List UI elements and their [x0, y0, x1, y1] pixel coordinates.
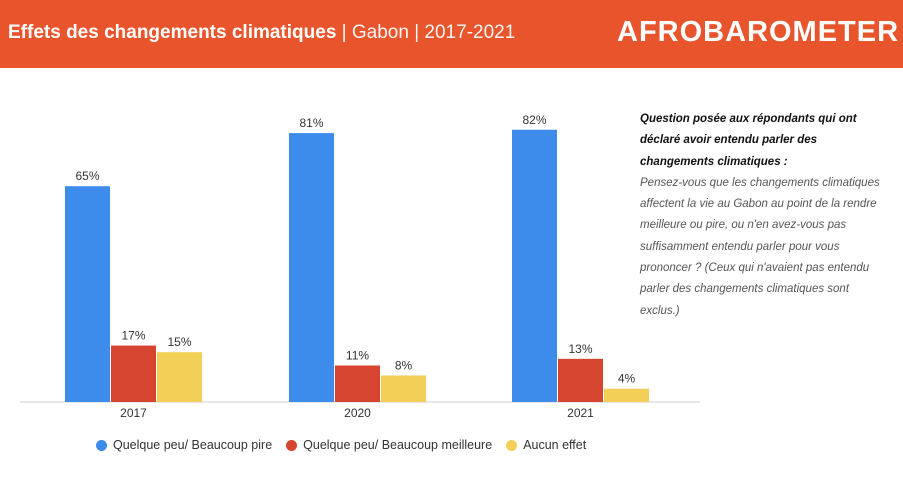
data-label: 13% — [568, 342, 592, 356]
x-tick-label: 2020 — [344, 406, 371, 420]
legend-label: Aucun effet — [523, 438, 587, 452]
bar — [157, 352, 202, 402]
x-tick-label: 2017 — [120, 406, 147, 420]
chart-legend: Quelque peu/ Beaucoup pire Quelque peu/ B… — [96, 438, 586, 452]
legend-swatch — [286, 439, 298, 451]
data-label: 82% — [522, 113, 546, 127]
bar — [381, 375, 426, 402]
data-label: 17% — [121, 329, 145, 343]
data-label: 81% — [299, 116, 323, 130]
data-label: 11% — [346, 348, 369, 362]
data-label: 65% — [75, 169, 99, 183]
bar — [335, 365, 380, 402]
data-label: 8% — [395, 358, 413, 372]
data-label: 15% — [167, 335, 191, 349]
legend-item: Aucun effet — [506, 438, 586, 452]
bar — [289, 133, 334, 402]
bar — [558, 358, 603, 402]
title-subtitle: | Gabon | 2017-2021 — [336, 22, 516, 43]
title-main: Effets des changements climatiques — [8, 22, 337, 43]
header-banner: Effets des changements climatiques | Gab… — [0, 0, 903, 68]
question-body: Pensez-vous que les changements climatiq… — [640, 176, 880, 317]
legend-swatch — [506, 439, 518, 451]
data-label: 4% — [618, 372, 636, 386]
question-note: Question posée aux répondants qui ont dé… — [640, 109, 890, 322]
legend-item: Quelque peu/ Beaucoup pire — [96, 438, 272, 452]
x-tick-label: 2021 — [567, 406, 594, 420]
legend-swatch — [96, 439, 107, 451]
page-title: Effets des changements climatiques | Gab… — [8, 22, 515, 44]
legend-label: Quelque peu/ Beaucoup meilleure — [303, 438, 493, 452]
bar — [604, 388, 649, 402]
bar — [65, 186, 110, 402]
legend-item: Quelque peu/ Beaucoup meilleure — [286, 438, 492, 452]
afrobarometer-logo: AFROBAROMETER — [617, 16, 900, 48]
question-heading: Question posée aux répondants qui ont dé… — [640, 113, 857, 168]
legend-label: Quelque peu/ Beaucoup pire — [113, 438, 273, 452]
bar — [512, 129, 557, 402]
bar — [111, 345, 156, 402]
